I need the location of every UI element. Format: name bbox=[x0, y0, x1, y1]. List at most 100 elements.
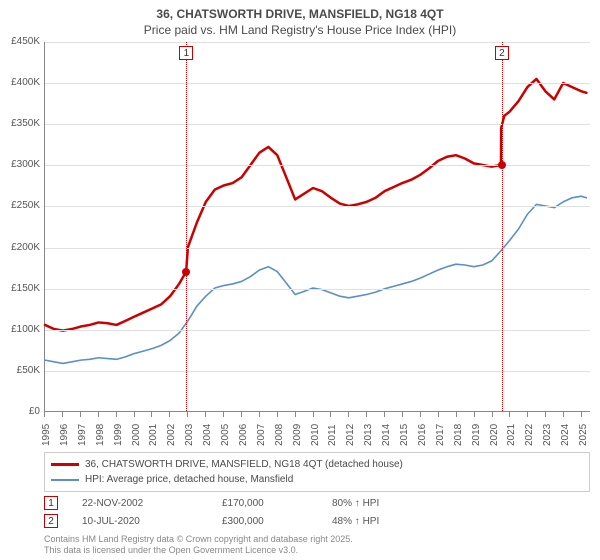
x-axis-tick-label: 1998 bbox=[95, 424, 106, 446]
y-axis-tick-label: £100K bbox=[0, 324, 40, 335]
sale-event-line bbox=[502, 42, 503, 411]
x-axis-tick bbox=[545, 412, 546, 417]
y-axis-tick-label: £150K bbox=[0, 283, 40, 294]
x-axis-tick-label: 2021 bbox=[506, 424, 517, 446]
x-axis-tick-label: 2025 bbox=[578, 424, 589, 446]
y-axis-tick-label: £0 bbox=[0, 406, 40, 417]
sale-event-marker: 2 bbox=[495, 46, 509, 60]
sale-events-table: 1 22-NOV-2002£170,00080% ↑ HPI 2 10-JUL-202… bbox=[44, 494, 590, 530]
x-axis-tick bbox=[223, 412, 224, 417]
x-axis-tick bbox=[259, 412, 260, 417]
series-line-hpi bbox=[45, 196, 586, 363]
x-axis-tick-label: 2017 bbox=[435, 424, 446, 446]
sale-row-delta: 80% ↑ HPI bbox=[332, 498, 379, 509]
x-axis-tick-label: 2014 bbox=[381, 424, 392, 446]
x-axis-tick bbox=[62, 412, 63, 417]
x-axis-tick-label: 1999 bbox=[113, 424, 124, 446]
x-axis-tick bbox=[169, 412, 170, 417]
y-axis-tick-label: £300K bbox=[0, 159, 40, 170]
x-axis-tick-label: 2015 bbox=[399, 424, 410, 446]
x-axis-tick-label: 2022 bbox=[524, 424, 535, 446]
x-axis-tick-label: 2009 bbox=[292, 424, 303, 446]
x-axis-tick-label: 2003 bbox=[184, 424, 195, 446]
legend-row: HPI: Average price, detached house, Mans… bbox=[51, 472, 583, 487]
y-axis-tick-label: £200K bbox=[0, 242, 40, 253]
x-axis-tick bbox=[277, 412, 278, 417]
sale-row-index: 2 bbox=[44, 514, 58, 528]
gridline bbox=[45, 124, 590, 125]
x-axis-tick-label: 2013 bbox=[363, 424, 374, 446]
x-axis-tick-label: 2016 bbox=[417, 424, 428, 446]
gridline bbox=[45, 83, 590, 84]
x-axis-tick bbox=[313, 412, 314, 417]
x-axis-tick bbox=[134, 412, 135, 417]
sale-event-dot bbox=[498, 161, 506, 169]
x-axis-tick bbox=[44, 412, 45, 417]
x-axis-tick bbox=[563, 412, 564, 417]
sale-row-date: 10-JUL-2020 bbox=[82, 516, 222, 527]
x-axis-tick bbox=[384, 412, 385, 417]
gridline bbox=[45, 289, 590, 290]
chart-lines-svg bbox=[45, 42, 590, 411]
gridline bbox=[45, 206, 590, 207]
y-axis-tick-label: £250K bbox=[0, 200, 40, 211]
x-axis-tick bbox=[509, 412, 510, 417]
y-axis-tick-label: £350K bbox=[0, 118, 40, 129]
sale-event-marker: 1 bbox=[179, 46, 193, 60]
x-axis-tick bbox=[348, 412, 349, 417]
x-axis-tick bbox=[80, 412, 81, 417]
x-axis-tick bbox=[438, 412, 439, 417]
footer-attribution: Contains HM Land Registry data © Crown c… bbox=[44, 534, 353, 557]
x-axis-tick-label: 2008 bbox=[274, 424, 285, 446]
sale-row-price: £170,000 bbox=[222, 498, 332, 509]
footer-line1: Contains HM Land Registry data © Crown c… bbox=[44, 534, 353, 545]
x-axis-tick-label: 1997 bbox=[77, 424, 88, 446]
x-axis-tick-label: 2018 bbox=[453, 424, 464, 446]
legend-row: 36, CHATSWORTH DRIVE, MANSFIELD, NG18 4Q… bbox=[51, 457, 583, 472]
x-axis-tick bbox=[527, 412, 528, 417]
sale-row: 1 22-NOV-2002£170,00080% ↑ HPI bbox=[44, 494, 590, 512]
x-axis-tick-label: 2010 bbox=[310, 424, 321, 446]
sale-row-index: 1 bbox=[44, 496, 58, 510]
x-axis-tick bbox=[205, 412, 206, 417]
x-axis-tick-label: 2024 bbox=[560, 424, 571, 446]
sale-event-line bbox=[186, 42, 187, 411]
x-axis-tick bbox=[474, 412, 475, 417]
y-axis-tick-label: £450K bbox=[0, 36, 40, 47]
x-axis-tick bbox=[295, 412, 296, 417]
x-axis-tick bbox=[116, 412, 117, 417]
gridline bbox=[45, 42, 590, 43]
plot-area: 12 bbox=[44, 42, 590, 412]
x-axis-tick-label: 2023 bbox=[542, 424, 553, 446]
x-axis-tick-label: 2012 bbox=[345, 424, 356, 446]
gridline bbox=[45, 371, 590, 372]
x-axis-tick bbox=[402, 412, 403, 417]
x-axis-tick-label: 2002 bbox=[166, 424, 177, 446]
x-axis-tick-label: 2001 bbox=[148, 424, 159, 446]
sale-row: 210-JUL-2020£300,00048% ↑ HPI bbox=[44, 512, 590, 530]
legend: 36, CHATSWORTH DRIVE, MANSFIELD, NG18 4Q… bbox=[44, 452, 590, 492]
x-axis-tick-label: 1995 bbox=[41, 424, 52, 446]
x-axis-tick-label: 2006 bbox=[238, 424, 249, 446]
footer-line2: This data is licensed under the Open Gov… bbox=[44, 545, 353, 556]
x-axis-tick bbox=[330, 412, 331, 417]
title-address: 36, CHATSWORTH DRIVE, MANSFIELD, NG18 4Q… bbox=[0, 6, 600, 22]
y-axis-tick-label: £400K bbox=[0, 77, 40, 88]
legend-label: 36, CHATSWORTH DRIVE, MANSFIELD, NG18 4Q… bbox=[85, 459, 403, 470]
x-axis-tick bbox=[581, 412, 582, 417]
x-axis-tick-label: 2020 bbox=[489, 424, 500, 446]
x-axis-tick bbox=[456, 412, 457, 417]
legend-swatch bbox=[51, 479, 79, 481]
series-line-property bbox=[45, 79, 586, 331]
sale-row-date: 22-NOV-2002 bbox=[82, 498, 222, 509]
x-axis-tick bbox=[98, 412, 99, 417]
chart-container: 36, CHATSWORTH DRIVE, MANSFIELD, NG18 4Q… bbox=[0, 0, 600, 560]
title-subtitle: Price paid vs. HM Land Registry's House … bbox=[0, 22, 600, 38]
x-axis-tick-label: 2007 bbox=[256, 424, 267, 446]
x-axis-tick-label: 2019 bbox=[471, 424, 482, 446]
x-axis-tick bbox=[420, 412, 421, 417]
x-axis-tick-label: 2004 bbox=[202, 424, 213, 446]
gridline bbox=[45, 330, 590, 331]
x-axis-tick-label: 1996 bbox=[59, 424, 70, 446]
legend-label: HPI: Average price, detached house, Mans… bbox=[85, 474, 293, 485]
